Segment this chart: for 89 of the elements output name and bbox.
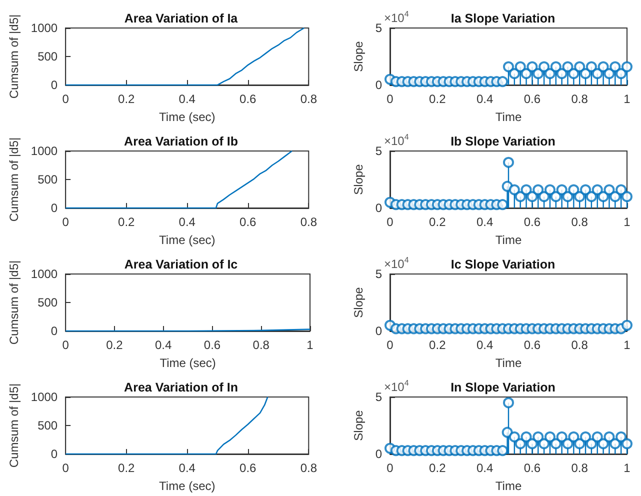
x-tick-label: 1 <box>624 338 631 352</box>
y-axis-title: Slope <box>351 164 366 195</box>
x-axis-title: Time (sec) <box>160 356 216 370</box>
y-axis-title: Cumsum of |d5| <box>7 260 21 345</box>
x-tick-label: 0 <box>386 338 394 352</box>
x-tick-label: 0.8 <box>300 215 318 229</box>
x-tick-label: 0.6 <box>240 461 257 475</box>
chart-title: Ib Slope Variation <box>450 134 556 148</box>
x-tick-label: 0 <box>62 338 70 352</box>
x-tick-label: 0.2 <box>118 215 136 229</box>
y-tick-label: 1000 <box>30 390 58 404</box>
x-tick-label: 0.4 <box>155 338 172 352</box>
y-tick-label: 0 <box>375 324 382 338</box>
x-tick-label: 0.8 <box>571 461 588 475</box>
x-tick-label: 0 <box>386 92 394 106</box>
x-tick-label: 1 <box>306 338 314 352</box>
x-tick-label: 0.6 <box>524 461 541 475</box>
y-tick-label: 0 <box>375 201 382 215</box>
x-axis-title: Time <box>495 233 522 247</box>
x-tick-label: 0.4 <box>476 461 494 475</box>
chart-title: Area Variation of Ib <box>124 134 238 148</box>
x-tick-label: 1 <box>624 461 631 475</box>
x-tick-label: 0.4 <box>178 215 196 229</box>
y-tick-label: 1000 <box>30 267 58 281</box>
x-tick-label: 0 <box>62 92 70 106</box>
y-tick-label: 5 <box>375 267 382 281</box>
y-tick-label: 0 <box>375 447 382 461</box>
x-tick-label: 0 <box>386 215 394 229</box>
x-tick-label: 0.2 <box>118 461 136 475</box>
x-tick-label: 0.2 <box>429 215 446 229</box>
x-tick-label: 0.4 <box>178 461 196 475</box>
y-axis-title: Cumsum of |d5| <box>7 383 21 468</box>
chart-title: Ia Slope Variation <box>450 12 556 26</box>
y-tick-label: 0 <box>50 447 58 461</box>
x-tick-label: 0.6 <box>524 338 541 352</box>
x-tick-label: 0 <box>62 461 70 475</box>
chart-title: Area Variation of Ia <box>124 12 239 26</box>
x-tick-label: 0.2 <box>429 338 446 352</box>
x-tick-label: 0.4 <box>178 92 196 106</box>
x-tick-label: 0.8 <box>571 338 588 352</box>
y-tick-label: 500 <box>38 296 58 310</box>
y-tick-label: 5 <box>375 390 382 404</box>
y-tick-label: 500 <box>38 50 58 64</box>
y-axis-title: Slope <box>351 410 366 441</box>
y-tick-label: 0 <box>375 78 382 92</box>
x-tick-label: 1 <box>624 92 631 106</box>
x-tick-label: 0.6 <box>240 92 257 106</box>
x-tick-label: 0.6 <box>524 215 541 229</box>
x-tick-label: 0.2 <box>106 338 124 352</box>
y-axis-title: Cumsum of |d5| <box>7 14 21 99</box>
y-tick-label: 500 <box>38 418 58 432</box>
chart-title: Area Variation of In <box>124 380 238 394</box>
y-axis-title: Cumsum of |d5| <box>7 137 21 222</box>
y-tick-label: 5 <box>375 144 382 158</box>
x-axis-title: Time (sec) <box>159 479 216 493</box>
x-axis-title: Time <box>495 356 522 370</box>
x-tick-label: 0 <box>386 461 394 475</box>
x-tick-label: 0.8 <box>571 215 588 229</box>
x-tick-label: 0.2 <box>429 92 446 106</box>
x-axis-title: Time <box>495 110 522 124</box>
y-tick-label: 0 <box>50 78 58 92</box>
y-tick-label: 500 <box>38 172 58 186</box>
y-tick-label: 1000 <box>30 21 58 35</box>
y-axis-title: Slope <box>351 286 366 318</box>
x-tick-label: 0.6 <box>204 338 221 352</box>
x-tick-label: 0.8 <box>252 338 270 352</box>
x-tick-label: 0.6 <box>240 215 257 229</box>
y-tick-label: 0 <box>50 324 58 338</box>
x-tick-label: 0.6 <box>524 92 541 106</box>
x-tick-label: 0.4 <box>476 338 494 352</box>
x-axis-title: Time (sec) <box>159 233 216 247</box>
y-axis-title: Slope <box>351 40 366 72</box>
x-axis-title: Time <box>495 479 522 493</box>
x-tick-label: 0.8 <box>300 92 318 106</box>
x-tick-label: 0.8 <box>300 461 318 475</box>
y-tick-label: 1000 <box>30 144 58 158</box>
x-tick-label: 0.4 <box>476 92 494 106</box>
chart-title: Area Variation of Ic <box>124 258 238 272</box>
y-tick-label: 0 <box>50 201 58 215</box>
chart-title: Ic Slope Variation <box>450 258 556 272</box>
x-tick-label: 1 <box>624 215 631 229</box>
y-tick-label: 5 <box>375 21 382 35</box>
x-tick-label: 0 <box>62 215 70 229</box>
x-tick-label: 0.4 <box>476 215 494 229</box>
x-axis-title: Time (sec) <box>159 110 216 124</box>
x-tick-label: 0.2 <box>429 461 446 475</box>
chart-title: In Slope Variation <box>450 380 556 394</box>
x-tick-label: 0.8 <box>571 92 588 106</box>
x-tick-label: 0.2 <box>118 92 136 106</box>
